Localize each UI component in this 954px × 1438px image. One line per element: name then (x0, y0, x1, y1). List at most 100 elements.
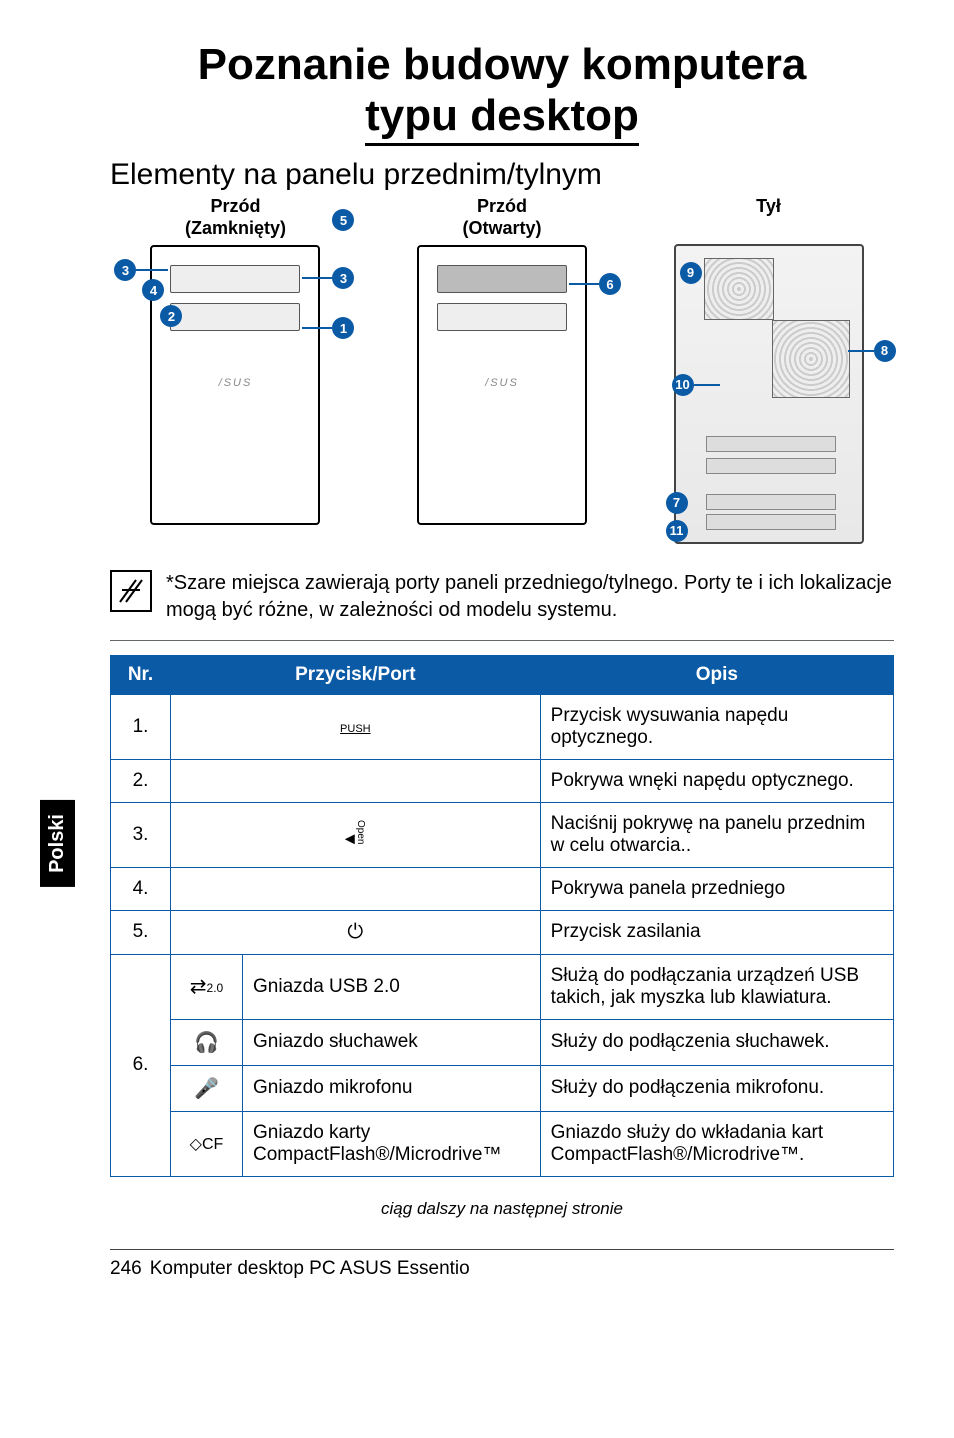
page-footer: 246 Komputer desktop PC ASUS Essentio (110, 1249, 894, 1280)
slot-3 (706, 494, 836, 510)
front-closed-label: Przód (Zamknięty) (185, 196, 286, 239)
callout-6: 6 (599, 273, 621, 295)
icon-glyph: ⇄ (190, 976, 207, 998)
cell-desc: Pokrywa panela przedniego (540, 867, 893, 910)
cell-desc: Przycisk wysuwania napędu optycznego. (540, 694, 893, 759)
lead (302, 277, 332, 279)
table-row: 1. PUSH Przycisk wysuwania napędu optycz… (111, 694, 894, 759)
front-closed-tower: /SUS (150, 245, 320, 525)
lead (302, 327, 332, 329)
cell-nr: 5. (111, 910, 171, 954)
lead (569, 283, 599, 285)
cell-nr: 6. (111, 954, 171, 1176)
io-area (772, 320, 850, 398)
title-line-2: typu desktop (365, 91, 639, 147)
front-open-column: Przód (Otwarty) /SUS 6 (391, 196, 613, 525)
icon-glyph: ◇CF (190, 1136, 224, 1153)
bay-2 (170, 303, 300, 331)
callout-3-left: 3 (114, 259, 136, 281)
th-nr: Nr. (111, 655, 171, 694)
language-tab: Polski (40, 800, 75, 887)
cell-nr: 2. (111, 759, 171, 802)
section-heading: Elementy na panelu przednim/tylnym (110, 158, 894, 192)
front-open-tower: /SUS (417, 245, 587, 525)
continued-note: ciąg dalszy na następnej stronie (110, 1199, 894, 1219)
cell-desc: Przycisk zasilania (540, 910, 893, 954)
lead (694, 384, 720, 386)
cell-desc: Gniazdo służy do wkładania kart CompactF… (540, 1111, 893, 1176)
th-port: Przycisk/Port (171, 655, 541, 694)
callout-8: 8 (874, 340, 896, 362)
note-icon (110, 570, 152, 612)
callout-10: 10 (672, 374, 694, 396)
table-row: 5. ⏻ Przycisk zasilania (111, 910, 894, 954)
cell-port: ◂Open (171, 802, 541, 867)
table-row: 🎧 Gniazdo słuchawek Służy do podłączenia… (111, 1019, 894, 1065)
cell-port-name: Gniazdo karty CompactFlash®/Microdrive™ (243, 1111, 541, 1176)
mic-icon: 🎤 (171, 1065, 243, 1111)
callout-9: 9 (680, 262, 702, 284)
cell-port-name: Gniazdo słuchawek (243, 1019, 541, 1065)
callout-1: 1 (332, 317, 354, 339)
lead (136, 269, 168, 271)
rear-label: Tył (756, 196, 781, 218)
label-text-1: Przód (210, 196, 260, 216)
slot-2 (706, 458, 836, 474)
tower-logo: /SUS (152, 377, 318, 389)
bay-2 (437, 303, 567, 331)
cell-desc: Pokrywa wnęki napędu optycznego. (540, 759, 893, 802)
cf-icon: ◇CF (171, 1111, 243, 1176)
table-row: 4. Pokrywa panela przedniego (111, 867, 894, 910)
th-desc: Opis (540, 655, 893, 694)
table-row: 🎤 Gniazdo mikrofonu Służy do podłączenia… (111, 1065, 894, 1111)
cell-port-name: Gniazda USB 2.0 (243, 954, 541, 1019)
table-row: ◇CF Gniazdo karty CompactFlash®/Microdri… (111, 1111, 894, 1176)
bay-open (437, 265, 567, 293)
note-block: *Szare miejsca zawierają porty paneli pr… (110, 556, 894, 641)
cell-port (171, 867, 541, 910)
note-text: *Szare miejsca zawierają porty paneli pr… (166, 570, 894, 624)
footer-text: Komputer desktop PC ASUS Essentio (150, 1258, 470, 1280)
psu-area (704, 258, 774, 320)
label-text-2: (Otwarty) (462, 218, 541, 238)
front-open-label: Przód (Otwarty) (462, 196, 541, 239)
icon-sub: 2.0 (207, 981, 224, 995)
table-row: 6. ⇄2.0 Gniazda USB 2.0 Służą do podłącz… (111, 954, 894, 1019)
cell-nr: 4. (111, 867, 171, 910)
push-label: PUSH (340, 723, 371, 735)
cell-nr: 1. (111, 694, 171, 759)
table-row: 3. ◂Open Naciśnij pokrywę na panelu prze… (111, 802, 894, 867)
front-closed-column: Przód (Zamknięty) /SUS 3 4 2 5 3 1 (110, 196, 361, 525)
callout-11: 11 (666, 520, 688, 542)
cell-port: PUSH (171, 694, 541, 759)
callout-7: 7 (666, 492, 688, 514)
cell-port (171, 759, 541, 802)
title-line-1: Poznanie budowy komputera (198, 40, 807, 89)
lead (848, 350, 874, 352)
slot-1 (706, 436, 836, 452)
callout-5: 5 (332, 209, 354, 231)
cell-desc: Służy do podłączenia słuchawek. (540, 1019, 893, 1065)
cell-desc: Naciśnij pokrywę na panelu przednim w ce… (540, 802, 893, 867)
headphone-icon: 🎧 (171, 1019, 243, 1065)
power-icon: ⏻ (171, 910, 541, 954)
bay-1 (170, 265, 300, 293)
rear-column: Tył 9 8 10 7 11 (643, 196, 894, 544)
rear-tower (674, 244, 864, 544)
cell-port-name: Gniazdo mikrofonu (243, 1065, 541, 1111)
cell-desc: Służą do podłączania urządzeń USB takich… (540, 954, 893, 1019)
table-row: 2. Pokrywa wnęki napędu optycznego. (111, 759, 894, 802)
callout-3-right: 3 (332, 267, 354, 289)
ports-table: Nr. Przycisk/Port Opis 1. PUSH Przycisk … (110, 655, 894, 1177)
label-text-2: (Zamknięty) (185, 218, 286, 238)
page-title: Poznanie budowy komputera typu desktop (110, 40, 894, 146)
panel-diagrams: Przód (Zamknięty) /SUS 3 4 2 5 3 1 Przód… (110, 196, 894, 544)
slot-4 (706, 514, 836, 530)
cell-nr: 3. (111, 802, 171, 867)
usb-icon: ⇄2.0 (171, 954, 243, 1019)
cell-desc: Służy do podłączenia mikrofonu. (540, 1065, 893, 1111)
page-number: 246 (110, 1258, 142, 1280)
open-icon: ◂ (345, 827, 355, 849)
tower-logo: /SUS (419, 377, 585, 389)
label-text-1: Przód (477, 196, 527, 216)
